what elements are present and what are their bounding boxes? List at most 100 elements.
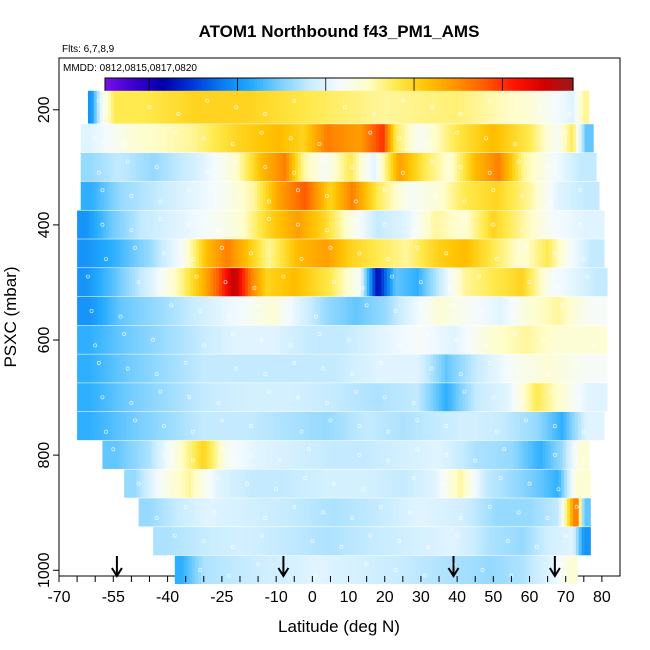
heatmap-cell [581, 527, 586, 556]
sample-marker [169, 303, 174, 308]
heatmap-cell [395, 325, 399, 354]
heatmap-cell [537, 383, 541, 412]
heatmap-cell [378, 325, 382, 354]
heatmap-cell [150, 181, 154, 210]
heatmap-cell [126, 239, 130, 268]
heatmap-cell [192, 440, 196, 469]
heatmap-cell [534, 325, 538, 354]
heatmap-cell [120, 210, 124, 239]
sample-marker [516, 159, 521, 164]
heatmap-cell [477, 469, 481, 498]
heatmap-cell [233, 296, 237, 326]
heatmap-cell [205, 498, 209, 527]
heatmap-cell [526, 498, 531, 527]
heatmap-cell [305, 210, 310, 239]
heatmap-cell [415, 325, 420, 354]
heatmap-cell [231, 152, 235, 182]
heatmap-cell [310, 555, 315, 585]
heatmap-cell [505, 354, 510, 383]
sample-marker [487, 504, 492, 509]
heatmap-cell [267, 90, 271, 124]
heatmap-cell [258, 440, 263, 469]
sample-marker [408, 510, 413, 515]
heatmap-cell [315, 527, 319, 556]
heatmap-cell [525, 239, 530, 268]
heatmap-cell [389, 440, 393, 469]
heatmap-cell [109, 152, 114, 182]
heatmap-cell [172, 411, 177, 441]
heatmap-cell [294, 152, 299, 182]
heatmap-cell [344, 498, 348, 527]
heatmap-cell [235, 555, 240, 585]
heatmap-cell [526, 527, 531, 556]
heatmap-cell [494, 354, 498, 383]
heatmap-cell [442, 527, 447, 556]
heatmap-cell [366, 354, 371, 383]
heatmap-cell [280, 498, 284, 527]
heatmap-cell [100, 152, 105, 182]
heatmap-cell [416, 181, 420, 210]
heatmap-cell [512, 152, 516, 182]
heatmap-cell [364, 527, 368, 556]
heatmap-cell [389, 325, 394, 354]
sample-marker [397, 539, 402, 544]
heatmap-cell [428, 124, 432, 153]
heatmap-cell [568, 440, 573, 469]
heatmap-cell [500, 527, 504, 556]
heatmap-cell [346, 239, 350, 268]
sample-marker [411, 476, 416, 480]
heatmap-cell [444, 90, 448, 124]
sample-marker [429, 366, 434, 371]
heatmap-cell [373, 469, 377, 498]
sample-marker [256, 562, 261, 567]
heatmap-cell [543, 498, 548, 527]
heatmap-cell [320, 210, 324, 239]
heatmap-cell [155, 239, 159, 268]
heatmap-cell [371, 440, 376, 469]
sample-marker [324, 228, 329, 233]
heatmap-cell [517, 411, 521, 441]
heatmap-cell [305, 90, 309, 124]
heatmap-cell [453, 296, 457, 326]
heatmap-cell [221, 239, 226, 268]
heatmap-cell [297, 210, 301, 239]
heatmap-cell [367, 181, 371, 210]
heatmap-cell [254, 498, 258, 527]
heatmap-cell [584, 469, 588, 498]
heatmap-cell [152, 354, 156, 383]
heatmap-cell [339, 555, 344, 585]
heatmap-cell [207, 354, 211, 383]
heatmap-cell [79, 411, 84, 441]
heatmap-cell [169, 383, 174, 412]
heatmap-cell [225, 152, 229, 182]
heatmap-cell [98, 152, 102, 182]
heatmap-cell [505, 268, 510, 297]
heatmap-cell [285, 325, 289, 354]
heatmap-cell [410, 411, 414, 441]
sample-marker [390, 274, 394, 279]
heatmap-cell [228, 498, 232, 527]
heatmap-cell [386, 239, 391, 268]
heatmap-cell [539, 90, 544, 124]
y-tick-label: 800 [36, 442, 53, 469]
heatmap-cell [82, 268, 87, 297]
sample-marker [498, 476, 503, 480]
heatmap-cell [558, 181, 562, 210]
heatmap-cell [460, 469, 464, 498]
heatmap-cell [326, 354, 330, 383]
heatmap-cell [413, 152, 418, 182]
heatmap-cell [578, 325, 582, 354]
heatmap-cell [250, 555, 254, 585]
heatmap-cell [584, 527, 588, 556]
heatmap-cell [369, 325, 373, 354]
heatmap-cell [552, 124, 557, 153]
heatmap-cell [386, 210, 391, 239]
heatmap-cell [245, 296, 249, 326]
heatmap-cell [436, 239, 440, 268]
heatmap-cell [111, 440, 115, 469]
heatmap-cell [352, 124, 357, 153]
heatmap-cell [297, 296, 301, 326]
sample-marker [165, 487, 170, 492]
heatmap-cell [534, 383, 538, 412]
heatmap-cell [282, 354, 287, 383]
